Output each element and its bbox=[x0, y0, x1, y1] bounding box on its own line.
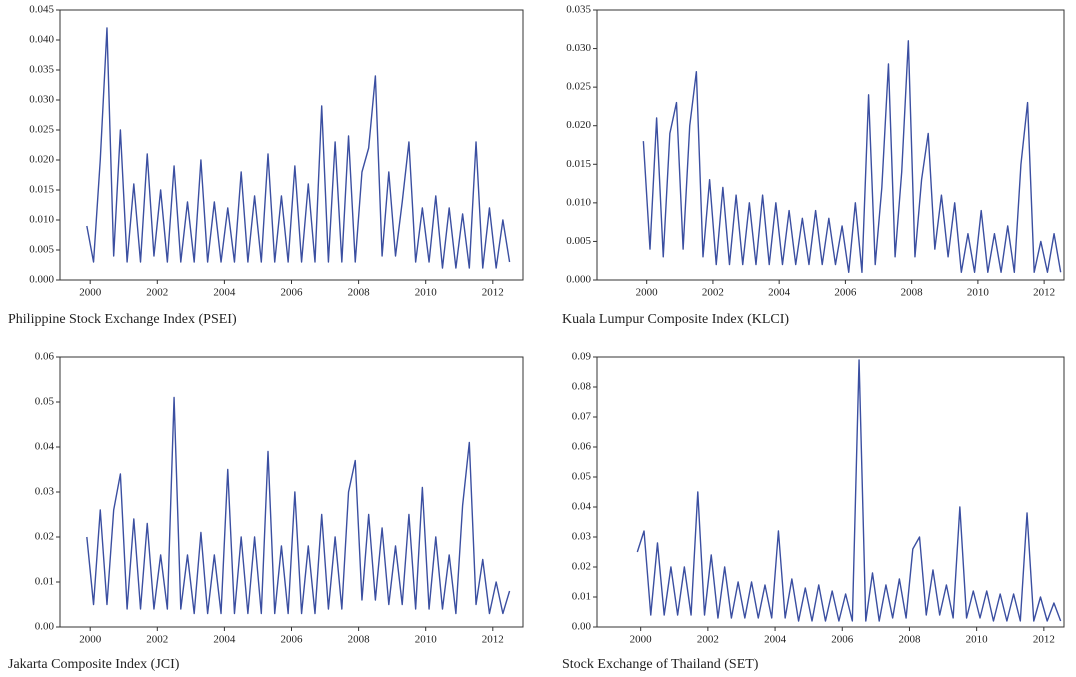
y-tick-label: 0.020 bbox=[29, 154, 54, 166]
x-tick-label: 2004 bbox=[764, 634, 787, 646]
y-tick-label: 0.030 bbox=[29, 94, 54, 106]
x-tick-label: 2006 bbox=[831, 634, 854, 646]
x-tick-label: 2012 bbox=[1033, 287, 1055, 299]
x-tick-label: 2002 bbox=[146, 634, 168, 646]
y-tick-label: 0.00 bbox=[35, 621, 55, 633]
x-tick-label: 2002 bbox=[702, 287, 724, 299]
chart-caption: Philippine Stock Exchange Index (PSEI) bbox=[8, 312, 237, 327]
y-tick-label: 0.07 bbox=[572, 411, 592, 423]
x-tick-label: 2000 bbox=[79, 634, 102, 646]
x-tick-label: 2002 bbox=[146, 287, 168, 299]
x-tick-label: 2000 bbox=[79, 287, 102, 299]
y-tick-label: 0.05 bbox=[572, 471, 592, 483]
x-tick-label: 2008 bbox=[901, 287, 924, 299]
chart-caption: Jakarta Composite Index (JCI) bbox=[8, 657, 180, 672]
y-tick-label: 0.025 bbox=[29, 124, 54, 136]
y-tick-label: 0.03 bbox=[35, 486, 55, 498]
x-tick-label: 2006 bbox=[834, 287, 857, 299]
y-tick-label: 0.05 bbox=[35, 396, 55, 408]
y-tick-label: 0.035 bbox=[29, 64, 54, 76]
y-tick-label: 0.03 bbox=[572, 531, 592, 543]
plot-frame bbox=[596, 9, 1065, 281]
y-tick-label: 0.025 bbox=[566, 81, 591, 93]
y-tick-label: 0.040 bbox=[29, 34, 54, 46]
series-line bbox=[86, 27, 511, 269]
x-tick-label: 2010 bbox=[415, 634, 438, 646]
chart-caption: Stock Exchange of Thailand (SET) bbox=[562, 657, 759, 672]
x-tick-label: 2004 bbox=[213, 287, 236, 299]
chart-caption: Kuala Lumpur Composite Index (KLCI) bbox=[562, 312, 789, 327]
series-line bbox=[642, 40, 1062, 273]
y-tick-label: 0.08 bbox=[572, 381, 592, 393]
x-tick-label: 2000 bbox=[630, 634, 653, 646]
series-line bbox=[636, 359, 1062, 622]
x-tick-label: 2008 bbox=[898, 634, 921, 646]
y-tick-label: 0.020 bbox=[566, 119, 591, 131]
y-tick-label: 0.09 bbox=[572, 351, 592, 363]
y-tick-label: 0.04 bbox=[35, 441, 55, 453]
x-tick-label: 2006 bbox=[281, 634, 304, 646]
x-tick-label: 2004 bbox=[768, 287, 791, 299]
y-tick-label: 0.015 bbox=[29, 184, 54, 196]
y-tick-label: 0.02 bbox=[35, 531, 54, 543]
plot-frame bbox=[596, 356, 1065, 628]
y-tick-label: 0.04 bbox=[572, 501, 592, 513]
x-tick-label: 2012 bbox=[482, 634, 504, 646]
x-tick-label: 2000 bbox=[636, 287, 659, 299]
x-tick-label: 2012 bbox=[1033, 634, 1055, 646]
y-tick-label: 0.01 bbox=[572, 591, 591, 603]
x-tick-label: 2008 bbox=[348, 634, 371, 646]
y-tick-label: 0.005 bbox=[29, 244, 54, 256]
y-tick-label: 0.010 bbox=[566, 196, 591, 208]
y-tick-label: 0.00 bbox=[572, 621, 592, 633]
y-tick-label: 0.005 bbox=[566, 235, 591, 247]
y-tick-label: 0.030 bbox=[566, 42, 591, 54]
y-tick-label: 0.035 bbox=[566, 4, 591, 16]
x-tick-label: 2010 bbox=[966, 634, 989, 646]
x-tick-label: 2006 bbox=[281, 287, 304, 299]
x-tick-label: 2010 bbox=[967, 287, 990, 299]
x-tick-label: 2004 bbox=[213, 634, 236, 646]
y-tick-label: 0.000 bbox=[566, 274, 591, 286]
x-tick-label: 2002 bbox=[697, 634, 719, 646]
y-tick-label: 0.01 bbox=[35, 576, 54, 588]
y-tick-label: 0.06 bbox=[35, 351, 55, 363]
y-tick-label: 0.02 bbox=[572, 561, 591, 573]
x-tick-label: 2008 bbox=[348, 287, 371, 299]
y-tick-label: 0.045 bbox=[29, 4, 54, 16]
x-tick-label: 2010 bbox=[415, 287, 438, 299]
y-tick-label: 0.015 bbox=[566, 158, 591, 170]
y-tick-label: 0.000 bbox=[29, 274, 54, 286]
y-tick-label: 0.010 bbox=[29, 214, 54, 226]
x-tick-label: 2012 bbox=[482, 287, 504, 299]
series-line bbox=[86, 396, 511, 615]
y-tick-label: 0.06 bbox=[572, 441, 592, 453]
